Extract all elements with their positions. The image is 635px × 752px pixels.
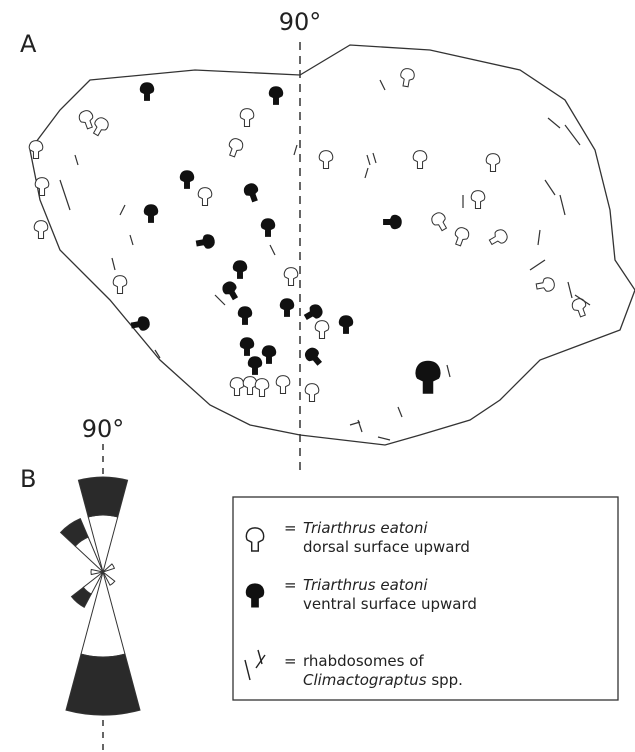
legend-description: dorsal surface upward [303, 538, 470, 556]
legend-name: Triarthrus eatoni [303, 519, 428, 537]
orientation-label: 90° [279, 8, 322, 36]
legend-name: Triarthrus eatoni [303, 576, 428, 594]
panel-label: A [20, 30, 37, 58]
legend-equals: = [284, 519, 297, 537]
legend-description: rhabdosomes of [303, 652, 424, 670]
figure: A 90° B 90° = Triarthrus eatoni dorsal s… [0, 0, 635, 752]
legend-name: Climactograptus [303, 671, 427, 689]
legend-equals: = [284, 576, 297, 594]
legend-suffix: spp. [431, 671, 463, 689]
panel-label: B [20, 465, 36, 493]
legend-description: ventral surface upward [303, 595, 477, 613]
legend-name-line: Climactograptus spp. [303, 671, 463, 689]
legend-equals: = [284, 652, 297, 670]
orientation-label: 90° [82, 415, 125, 443]
